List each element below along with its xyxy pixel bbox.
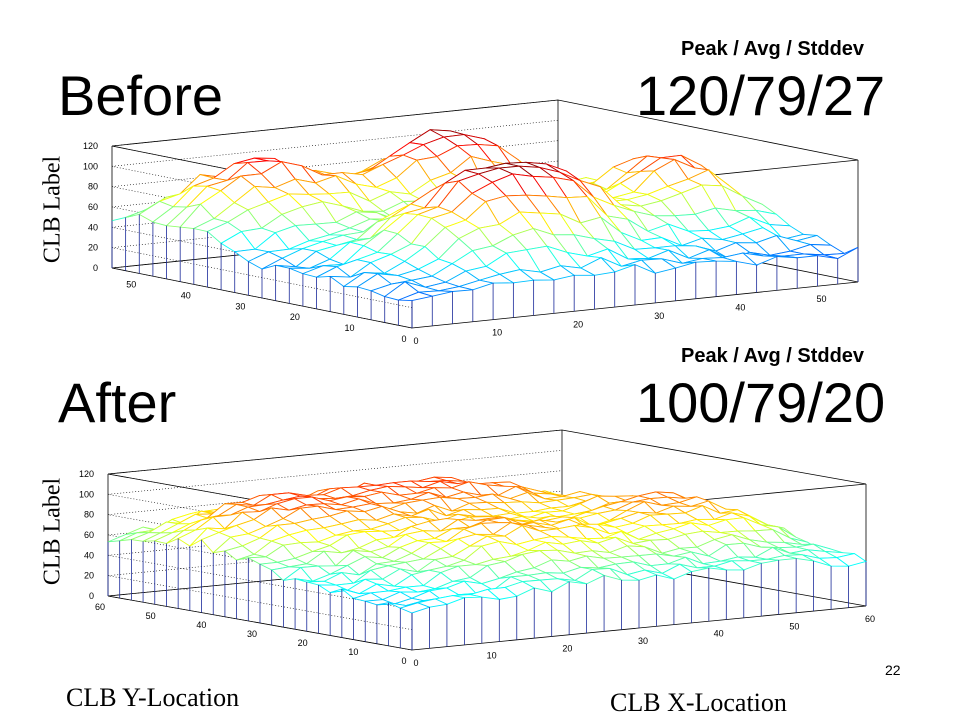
before-y-tick: 40 bbox=[181, 290, 191, 300]
before-stats: 120/79/27 bbox=[636, 64, 886, 127]
after-surface-mesh bbox=[107, 476, 868, 650]
before-z-tick: 40 bbox=[88, 222, 98, 232]
after-heading: After bbox=[58, 371, 177, 434]
before-surface-skirt bbox=[111, 214, 859, 328]
after-stats: 100/79/20 bbox=[636, 371, 886, 434]
after-y-tick: 10 bbox=[348, 647, 358, 657]
before-heading: Before bbox=[58, 64, 223, 127]
before-stats-header: Peak / Avg / Stddev bbox=[681, 38, 865, 60]
after-surface-plot: 0204060801001200102030405060010203040506… bbox=[79, 429, 875, 668]
after-x-tick: 40 bbox=[714, 629, 724, 639]
after-x-tick: 60 bbox=[865, 614, 875, 624]
after-x-tick: 10 bbox=[487, 651, 497, 661]
after-y-tick: 30 bbox=[247, 629, 257, 639]
after-z-tick: 0 bbox=[89, 591, 94, 601]
before-x-tick: 10 bbox=[492, 328, 502, 338]
before-z-tick: 0 bbox=[93, 263, 98, 273]
y-location-label: CLB Y-Location bbox=[66, 683, 240, 712]
after-z-tick: 40 bbox=[84, 550, 94, 560]
after-x-tick: 30 bbox=[638, 636, 648, 646]
after-y-tick: 20 bbox=[298, 638, 308, 648]
after-x-tick: 20 bbox=[562, 643, 572, 653]
before-y-tick: 10 bbox=[344, 323, 354, 333]
after-x-tick: 0 bbox=[413, 658, 418, 668]
x-location-label: CLB X-Location bbox=[610, 688, 787, 717]
before-x-tick: 40 bbox=[735, 303, 745, 313]
after-y-tick: 60 bbox=[95, 602, 105, 612]
before-y-tick: 0 bbox=[401, 334, 406, 344]
after-x-tick: 50 bbox=[789, 621, 799, 631]
before-z-tick: 100 bbox=[83, 161, 98, 171]
after-stats-header: Peak / Avg / Stddev bbox=[681, 345, 865, 367]
before-z-tick: 20 bbox=[88, 243, 98, 253]
before-x-tick: 20 bbox=[573, 319, 583, 329]
after-y-tick: 40 bbox=[196, 620, 206, 630]
after-z-tick: 100 bbox=[79, 489, 94, 499]
before-z-tick: 60 bbox=[88, 202, 98, 212]
before-z-tick: 120 bbox=[83, 141, 98, 151]
after-y-tick: 50 bbox=[146, 611, 156, 621]
before-surface-plot: 0 20 40 60 80 100 120 0 10 20 30 40 50 0 10 20 30 40 50 bbox=[83, 99, 859, 346]
before-x-tick: 30 bbox=[654, 311, 664, 321]
before-z-tick: 80 bbox=[88, 182, 98, 192]
after-z-tick: 80 bbox=[84, 510, 94, 520]
after-z-tick: 120 bbox=[79, 469, 94, 479]
before-y-tick: 30 bbox=[235, 301, 245, 311]
after-surface-skirt bbox=[107, 538, 867, 650]
slide-number: 22 bbox=[885, 662, 901, 678]
after-z-tick: 60 bbox=[84, 530, 94, 540]
before-surface-mesh bbox=[111, 129, 859, 328]
before-x-tick: 50 bbox=[816, 294, 826, 304]
before-y-tick: 20 bbox=[290, 312, 300, 322]
after-z-tick: 20 bbox=[84, 571, 94, 581]
after-y-tick: 0 bbox=[401, 656, 406, 666]
before-x-tick: 0 bbox=[413, 336, 418, 346]
before-y-tick: 50 bbox=[126, 279, 136, 289]
